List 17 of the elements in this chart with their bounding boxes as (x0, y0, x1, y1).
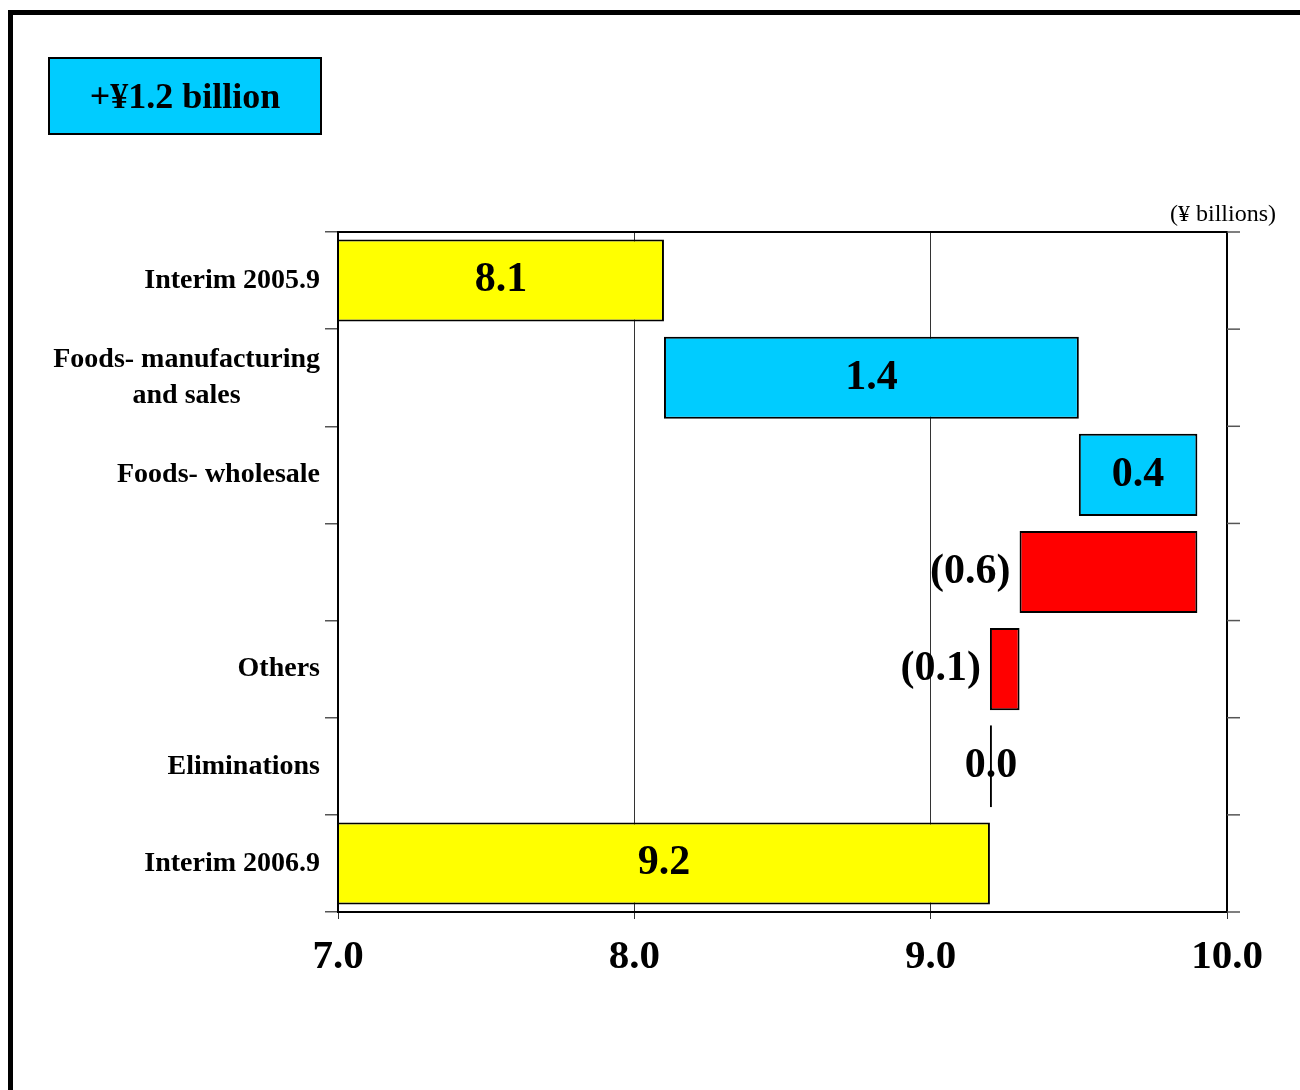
y-tick-label: Interim 2006.9 (144, 845, 321, 877)
y-tick-label: Others (237, 651, 321, 683)
y-tick-label: Foods- wholesale (117, 457, 320, 489)
y-tick-label: Eliminations (167, 748, 321, 780)
data-label: 9.2 (637, 837, 691, 884)
y-tick-label: Interim 2005.9 (144, 262, 321, 294)
x-tick-label: 9.0 (905, 931, 957, 978)
data-label: 0.4 (1111, 448, 1165, 495)
x-tick-label: 7.0 (312, 931, 364, 978)
x-tick-label: 10.0 (1191, 931, 1263, 978)
text: +¥1.2 billion (48, 57, 322, 135)
data-label: 8.1 (474, 254, 528, 301)
data-label: (0.6) (930, 545, 1011, 593)
x-axis-title: (¥ billions) (1170, 200, 1276, 227)
data-label: 1.4 (845, 351, 898, 398)
x-tick-label: 8.0 (608, 931, 660, 978)
y-tick-label: Foods- manufacturing and sales (53, 341, 320, 409)
